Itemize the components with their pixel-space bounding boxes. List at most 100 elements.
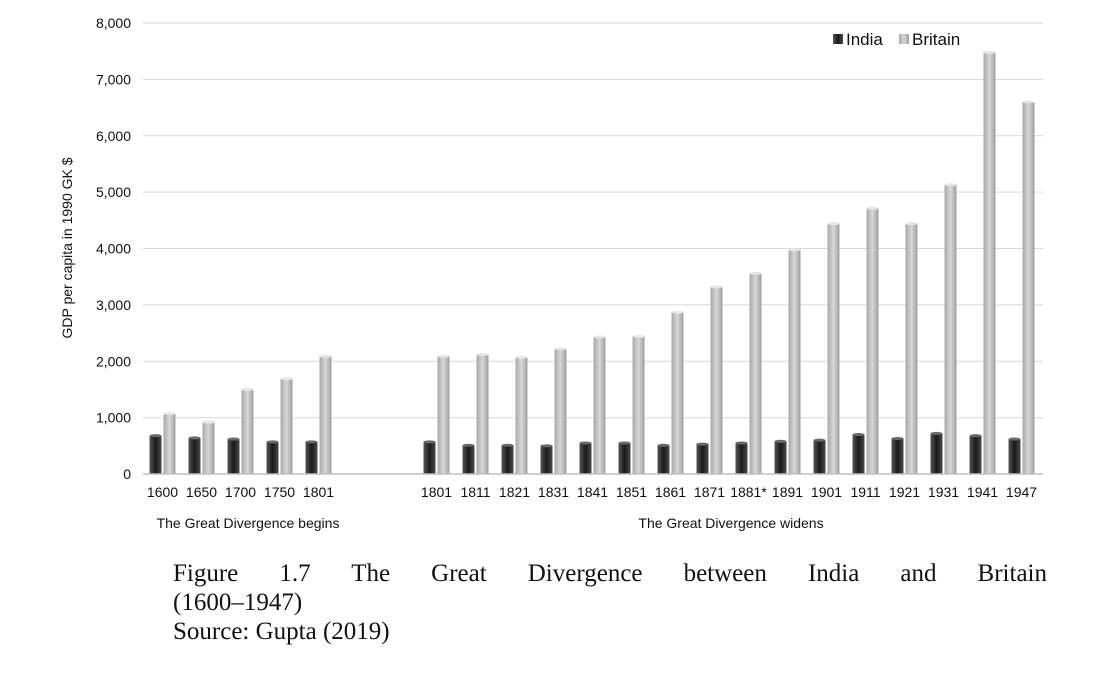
bar-top-cap (930, 431, 943, 435)
bar-india-1931 (930, 433, 943, 474)
bar-britain-1861 (671, 312, 684, 474)
bar-top-cap (163, 412, 176, 416)
bar-top-cap (852, 433, 865, 437)
group-label: The Great Divergence widens (638, 515, 823, 531)
bar-india-1851 (618, 442, 631, 474)
x-tick-label: 1811 (460, 484, 490, 500)
x-tick-label: 1861 (655, 484, 686, 500)
bar-india-1811 (462, 445, 475, 474)
y-tick-label: 0 (123, 466, 131, 482)
y-tick-label: 3,000 (96, 297, 131, 313)
bar-india-1831 (540, 445, 553, 474)
bar-top-cap (1022, 100, 1035, 104)
bar-britain-1821 (515, 357, 528, 474)
bar-top-cap (788, 248, 801, 252)
chart: 0 1,000 2,000 3,000 4,000 5,000 6,000 7,000 8,00… (59, 15, 1043, 531)
bar-top-cap (891, 436, 904, 440)
y-axis-label: GDP per capita in 1990 GK $ (59, 157, 75, 338)
bar-top-cap (749, 271, 762, 275)
y-tick-label: 6,000 (96, 128, 131, 144)
bar-britain-1921 (905, 223, 918, 474)
bar-top-cap (188, 436, 201, 440)
legend: India Britain (833, 30, 960, 49)
bar-top-cap (632, 334, 645, 338)
figure-caption: Figure 1.7 The Great Divergence between … (173, 559, 1047, 646)
bar-india-1861 (657, 445, 670, 474)
bar-top-cap (554, 347, 567, 351)
bar-top-cap (905, 222, 918, 226)
y-tick-label: 7,000 (96, 71, 131, 87)
bar-top-cap (462, 443, 475, 447)
bar-top-cap (671, 310, 684, 314)
bar-top-cap (593, 335, 606, 339)
bar-britain-1700 (241, 389, 254, 474)
bar-britain-1947 (1022, 101, 1035, 475)
bars (149, 50, 1035, 475)
bar-top-cap (305, 440, 318, 444)
bar-india-1801 (305, 441, 318, 474)
axes: 0 1,000 2,000 3,000 4,000 5,000 6,000 7,000 8,00… (96, 15, 1043, 531)
x-tick-label: 1750 (264, 484, 295, 500)
bar-india-1921 (891, 438, 904, 474)
bar-britain-1911 (866, 208, 879, 474)
bar-india-1801 (423, 441, 436, 474)
bar-britain-1901 (827, 223, 840, 474)
y-tick-label: 4,000 (96, 241, 131, 257)
bar-top-cap (501, 443, 514, 447)
bar-britain-1891 (788, 249, 801, 474)
bar-top-cap (266, 440, 279, 444)
bar-top-cap (710, 285, 723, 289)
bar-top-cap (280, 377, 293, 381)
legend-india-label: India (846, 30, 883, 49)
caption-years: (1600–1947) (173, 589, 303, 616)
bar-top-cap (423, 440, 436, 444)
bar-top-cap (515, 355, 528, 359)
x-tick-label: 1841 (577, 484, 608, 500)
gridlines (143, 22, 1043, 419)
bar-top-cap (813, 438, 826, 442)
x-tick-label: 1871 (694, 484, 725, 500)
bar-top-cap (149, 434, 162, 438)
x-tick-label: 1921 (889, 484, 920, 500)
bar-britain-1941 (983, 52, 996, 474)
legend-britain-swatch (899, 34, 909, 44)
y-tick-label: 1,000 (96, 410, 131, 426)
bar-britain-1851 (632, 336, 645, 474)
bar-britain-1831 (554, 348, 567, 474)
x-tick-label: 1881* (730, 484, 767, 500)
bar-top-cap (437, 354, 450, 358)
bar-india-1911 (852, 434, 865, 474)
bar-india-1700 (227, 439, 240, 474)
bar-top-cap (579, 441, 592, 445)
bar-india-1650 (188, 437, 201, 474)
bar-britain-1811 (476, 354, 489, 474)
bar-india-1891 (774, 441, 787, 474)
bar-india-1750 (266, 441, 279, 474)
y-tick-label: 8,000 (96, 15, 131, 31)
bar-top-cap (827, 222, 840, 226)
legend-britain-label: Britain (912, 30, 960, 49)
x-tick-label: 1941 (967, 484, 998, 500)
bar-britain-1801 (319, 356, 332, 474)
x-tick-label: 1650 (186, 484, 217, 500)
bar-top-cap (476, 352, 489, 356)
bar-britain-1650 (202, 422, 215, 474)
bar-top-cap (944, 183, 957, 187)
bar-india-1841 (579, 442, 592, 474)
bar-britain-1750 (280, 378, 293, 474)
bar-britain-1931 (944, 184, 957, 474)
x-tick-label: 1600 (147, 484, 178, 500)
bar-top-cap (540, 444, 553, 448)
x-tick-label: 1947 (1006, 484, 1037, 500)
x-tick-label: 1700 (225, 484, 256, 500)
y-tick-label: 2,000 (96, 353, 131, 369)
x-tick-label: 1801 (303, 484, 334, 500)
bar-india-1901 (813, 440, 826, 474)
x-tick-label: 1911 (850, 484, 880, 500)
bar-india-1821 (501, 445, 514, 474)
bar-top-cap (774, 439, 787, 443)
group-label: The Great Divergence begins (157, 515, 340, 531)
x-tick-label: 1901 (811, 484, 842, 500)
bar-top-cap (657, 443, 670, 447)
caption-source: Source: Gupta (2019) (173, 618, 390, 645)
